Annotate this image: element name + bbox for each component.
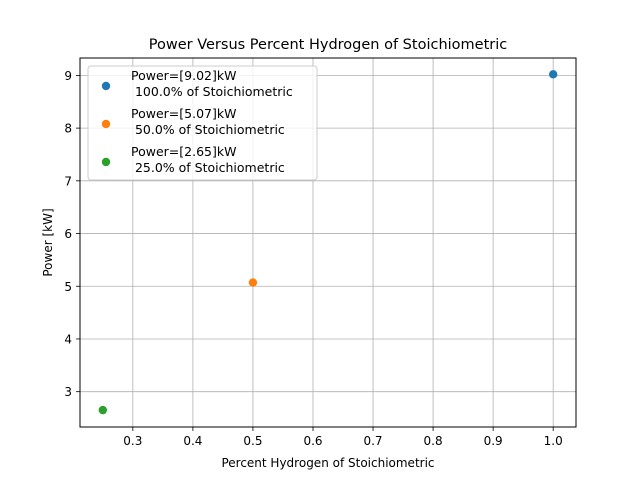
axis-ticks: 0.3 0.4 0.5 0.6 0.7 0.8 0.9 1.0 3 4 5 6 7 8 9 — [64, 69, 562, 448]
legend-marker-3 — [101, 157, 111, 167]
legend-marker-1 — [101, 81, 111, 91]
y-tick-label: 7 — [64, 174, 72, 188]
y-tick-label: 3 — [64, 385, 72, 399]
y-tick-label: 6 — [64, 227, 72, 241]
x-tick-label: 0.6 — [303, 434, 322, 448]
x-axis-label: Percent Hydrogen of Stoichiometric — [221, 456, 434, 470]
chart-title: Power Versus Percent Hydrogen of Stoichi… — [149, 37, 507, 53]
legend: Power=[9.02]kW 100.0% of Stoichiometric P… — [87, 65, 318, 181]
data-points — [98, 70, 558, 415]
x-tick-label: 0.9 — [484, 434, 503, 448]
x-tick-label: 0.7 — [363, 434, 382, 448]
data-point-1 — [548, 70, 558, 79]
x-tick-label: 0.3 — [123, 434, 142, 448]
data-point-3 — [98, 405, 108, 415]
plot-frame — [79, 57, 577, 428]
legend-box — [87, 65, 318, 181]
y-tick-label: 9 — [64, 69, 72, 83]
x-tick-label: 1.0 — [544, 434, 563, 448]
legend-label-3: Power=[2.65]kW 25.0% of Stoichiometric — [131, 144, 285, 175]
y-axis-label: Power [kW] — [41, 208, 55, 276]
y-tick-label: 8 — [64, 122, 72, 136]
y-tick-label: 4 — [64, 332, 72, 346]
legend-label-2: Power=[5.07]kW 50.0% of Stoichiometric — [131, 106, 285, 137]
legend-marker-2 — [101, 119, 111, 129]
legend-label-1: Power=[9.02]kW 100.0% of Stoichiometric — [131, 68, 293, 99]
data-point-2 — [248, 278, 258, 287]
x-tick-label: 0.8 — [424, 434, 443, 448]
y-tick-label: 5 — [64, 280, 72, 294]
grid-lines — [80, 58, 576, 427]
x-tick-label: 0.4 — [183, 434, 202, 448]
x-tick-label: 0.5 — [243, 434, 262, 448]
